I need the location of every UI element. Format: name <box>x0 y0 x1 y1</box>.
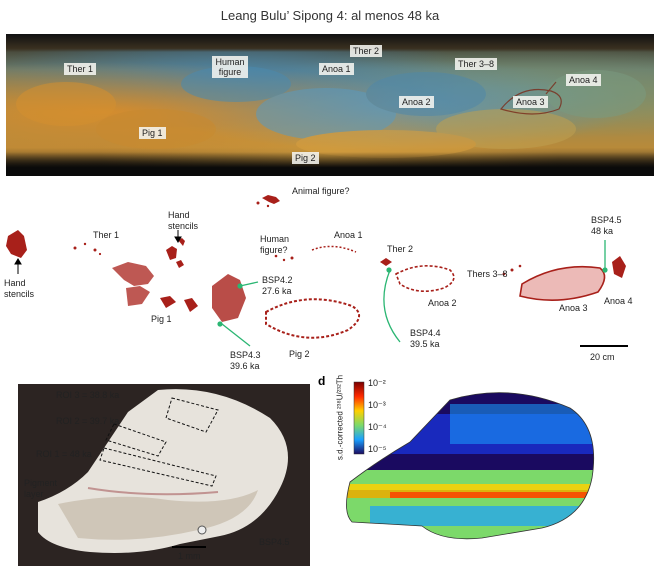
marker-bsp45 <box>602 267 608 273</box>
label-anoa3: Anoa 3 <box>559 303 588 313</box>
label-anoa1: Anoa 1 <box>334 230 363 240</box>
label-ther2: Ther 2 <box>387 244 414 254</box>
label-bsp45: BSP4.5 48 ka <box>591 215 622 236</box>
roi-outlines <box>99 397 219 487</box>
pano-tag-anoa2: Anoa 2 <box>399 96 434 108</box>
tracing-ther2 <box>380 258 392 266</box>
tracing-ther1 <box>73 242 102 256</box>
photo-shadow-top <box>6 34 654 52</box>
label-thers3-8: Thers 3–8 <box>467 269 508 279</box>
colorbar-label: s.d.-corrected ²³⁸U/²³²Th <box>335 374 345 461</box>
label-pigment-layer: Pigment layer <box>24 478 58 499</box>
roi1-outline <box>99 447 217 487</box>
label-sample-bsp45: BSP4.5 <box>259 537 290 547</box>
panel-letter-d: d <box>318 374 326 388</box>
label-animal-figure: Animal figure? <box>292 186 350 196</box>
sample-photo <box>18 384 310 566</box>
tracing-animal-figure <box>262 195 280 204</box>
tracing-anoa4 <box>612 256 626 278</box>
pano-tag-anoa3: Anoa 3 <box>513 96 548 108</box>
tracing-anoa2 <box>394 265 455 292</box>
label-bsp44: BSP4.4 39.5 ka <box>410 328 441 349</box>
tracing-pig1 <box>112 262 198 312</box>
marker-bsp44 <box>386 267 392 273</box>
leader-bsp43 <box>221 323 251 347</box>
label-pig2: Pig 2 <box>289 349 310 359</box>
colorbar-tick-2: 10⁻³ <box>368 400 386 410</box>
scale-bar-1mm <box>172 546 206 548</box>
pano-tag-pig1: Pig 1 <box>139 127 166 139</box>
label-hand-stencils-left: Hand stencils <box>4 278 35 299</box>
colorbar-tick-3: 10⁻⁴ <box>368 422 387 432</box>
label-hand-stencils-top: Hand stencils <box>168 210 199 231</box>
label-roi3: ROI 3 = 38.8 ka <box>56 390 120 400</box>
tracing-hand-stencils-top <box>166 238 185 268</box>
cave-panorama-photo: Ther 1 Human figure Ther 2 Anoa 1 Ther 3… <box>6 34 654 176</box>
pano-tag-pig2: Pig 2 <box>292 152 319 164</box>
colorbar <box>353 381 365 455</box>
label-pig1: Pig 1 <box>151 314 172 324</box>
tracing-hand-stencil-left <box>6 230 27 258</box>
pano-tag-anoa1: Anoa 1 <box>319 63 354 75</box>
pano-tag-ther3-8: Ther 3–8 <box>455 58 498 70</box>
tracing-human-figure <box>274 254 294 262</box>
sample-photo-art <box>38 389 288 553</box>
rock-texture <box>16 66 646 158</box>
tracing-anoa1 <box>311 245 357 253</box>
label-human-figure: Human figure? <box>260 234 290 255</box>
tracing-bsp42-figure <box>212 274 246 322</box>
scale-label-20cm: 20 cm <box>590 352 615 362</box>
label-bsp42: BSP4.2 27.6 ka <box>262 275 293 296</box>
tracing-anoa3 <box>519 265 606 301</box>
panel-d-map: d 10⁻ <box>318 374 656 568</box>
pano-tag-ther1: Ther 1 <box>64 63 97 75</box>
figure-title: Leang Bulu’ Sipong 4: al menos 48 ka <box>220 8 440 23</box>
roi3-outline <box>165 397 219 433</box>
label-bsp43: BSP4.3 39.6 ka <box>230 350 261 371</box>
colorbar-tick-4: 10⁻⁵ <box>368 444 387 454</box>
rock-art-tracing <box>6 195 626 347</box>
label-anoa4: Anoa 4 <box>604 296 633 306</box>
photo-shadow-bottom <box>6 152 654 176</box>
label-anoa2: Anoa 2 <box>428 298 457 308</box>
map-graphic <box>346 381 595 540</box>
marker-bsp43 <box>217 321 223 327</box>
tracing-pig2 <box>265 298 360 339</box>
roi2-outline <box>105 423 167 457</box>
marker-bsp42 <box>237 283 243 289</box>
leader-bsp44 <box>383 269 401 343</box>
label-ther1: Ther 1 <box>93 230 120 240</box>
scale-label-1mm: 1 mm <box>178 551 201 561</box>
pano-tag-anoa4: Anoa 4 <box>566 74 601 86</box>
label-roi2: ROI 2 = 39.7 ka <box>56 416 120 426</box>
label-roi1: ROI 1 = 48 ka <box>36 449 92 459</box>
scale-bar-20cm <box>580 345 628 347</box>
tracing-thers3-8 <box>502 264 522 276</box>
pano-tag-ther2: Ther 2 <box>350 45 383 57</box>
pano-tag-human-figure: Human figure <box>212 56 248 78</box>
leader-bsp42 <box>239 281 259 287</box>
colorbar-tick-1: 10⁻² <box>368 378 386 388</box>
